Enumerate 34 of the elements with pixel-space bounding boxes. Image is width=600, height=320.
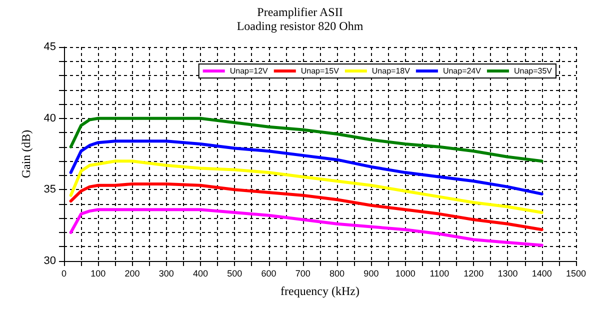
line-series	[69, 160, 544, 214]
line-series	[69, 182, 544, 232]
y-tick-label: 30	[44, 255, 56, 267]
x-tick-label: 100	[90, 268, 106, 278]
x-tick-label: 1500	[566, 268, 586, 278]
legend-label: Unap=12V	[230, 66, 269, 76]
x-tick-label: 500	[227, 268, 242, 278]
x-tick-label: 900	[364, 268, 379, 278]
x-tick-label: 600	[261, 268, 276, 278]
line-series	[69, 208, 544, 247]
x-tick-label: 1400	[532, 268, 552, 278]
x-tick-label: 400	[193, 268, 208, 278]
legend-label: Unap=35V	[514, 66, 553, 76]
line-series	[69, 116, 544, 163]
y-tick-label: 40	[44, 112, 56, 124]
y-axis-title: Gain (dB)	[19, 130, 33, 178]
legend-label: Unap=18V	[372, 66, 411, 76]
legend-label: Unap=15V	[300, 66, 340, 76]
x-tick-label: 700	[295, 268, 310, 278]
x-tick-label: 1000	[395, 268, 416, 278]
y-tick-label: 35	[44, 184, 56, 196]
y-tick-label: 45	[44, 41, 56, 53]
x-tick-label: 300	[158, 268, 174, 278]
x-tick-label: 0	[61, 268, 67, 278]
x-tick-label: 1200	[464, 268, 484, 278]
x-tick-label: 1100	[430, 268, 450, 278]
x-tick-label: 1300	[498, 268, 518, 278]
chart-subtitle: Loading resistor 820 Ohm	[236, 19, 364, 33]
x-tick-label: 200	[124, 268, 140, 278]
x-tick-label: 800	[330, 268, 345, 278]
chart-title: Preamplifier ASII	[257, 5, 343, 19]
line-series	[69, 140, 544, 196]
legend-label: Unap=24V	[442, 66, 482, 76]
x-axis-title: frequency (kHz)	[280, 284, 360, 298]
